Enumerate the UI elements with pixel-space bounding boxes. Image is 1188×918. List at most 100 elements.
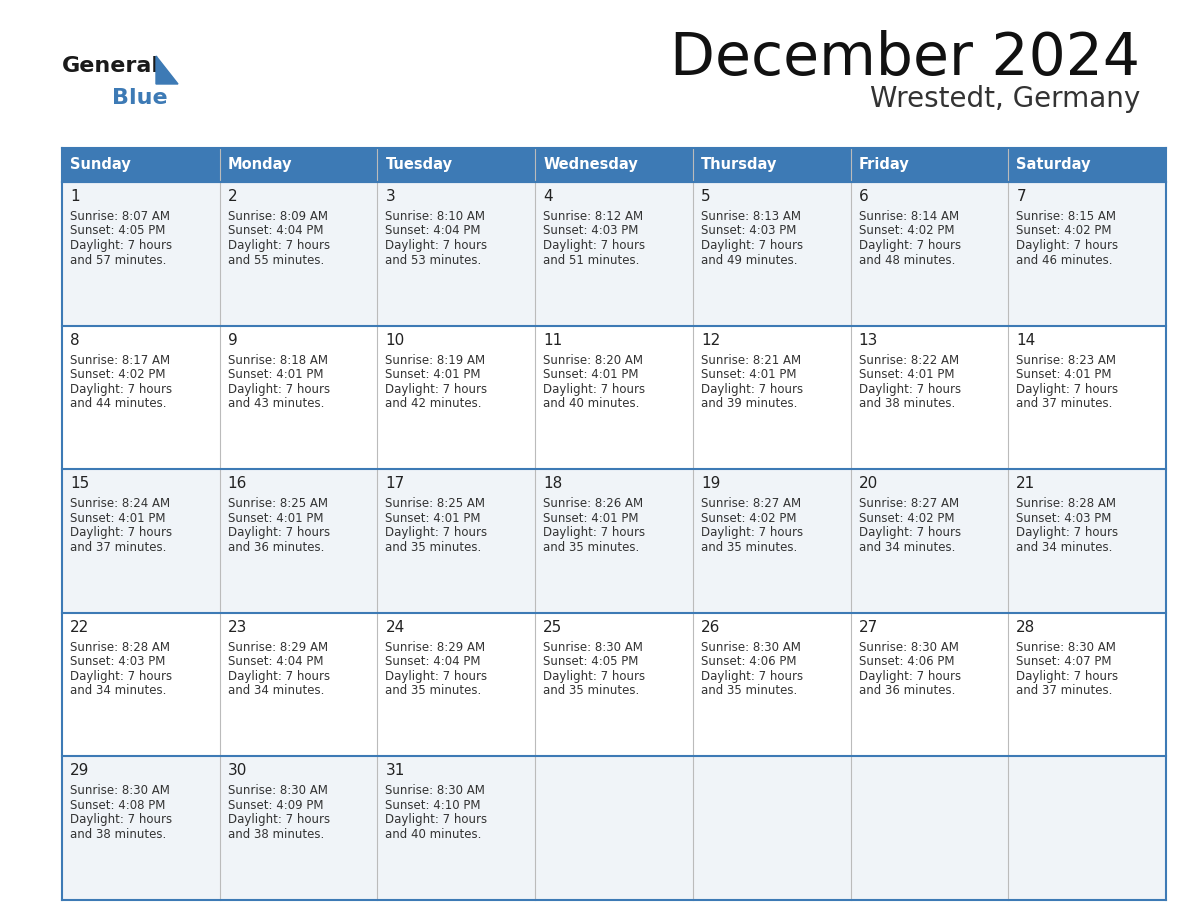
Text: and 35 minutes.: and 35 minutes.	[385, 684, 481, 698]
Text: Sunset: 4:04 PM: Sunset: 4:04 PM	[385, 655, 481, 668]
Text: Sunrise: 8:10 AM: Sunrise: 8:10 AM	[385, 210, 486, 223]
Text: Daylight: 7 hours: Daylight: 7 hours	[228, 383, 330, 396]
Text: 12: 12	[701, 332, 720, 348]
Text: and 42 minutes.: and 42 minutes.	[385, 397, 482, 410]
Text: Daylight: 7 hours: Daylight: 7 hours	[1016, 239, 1118, 252]
Text: Daylight: 7 hours: Daylight: 7 hours	[1016, 526, 1118, 539]
Text: 22: 22	[70, 620, 89, 635]
Text: 11: 11	[543, 332, 562, 348]
Text: and 44 minutes.: and 44 minutes.	[70, 397, 166, 410]
Text: 17: 17	[385, 476, 405, 491]
Text: Sunrise: 8:25 AM: Sunrise: 8:25 AM	[385, 498, 486, 510]
Text: Sunset: 4:03 PM: Sunset: 4:03 PM	[1016, 511, 1112, 525]
Text: Sunrise: 8:30 AM: Sunrise: 8:30 AM	[385, 784, 486, 798]
Text: Sunset: 4:01 PM: Sunset: 4:01 PM	[385, 511, 481, 525]
Text: and 38 minutes.: and 38 minutes.	[70, 828, 166, 841]
Text: Sunrise: 8:27 AM: Sunrise: 8:27 AM	[859, 498, 959, 510]
Text: Sunset: 4:04 PM: Sunset: 4:04 PM	[228, 225, 323, 238]
Text: and 35 minutes.: and 35 minutes.	[701, 541, 797, 554]
Text: Sunset: 4:01 PM: Sunset: 4:01 PM	[1016, 368, 1112, 381]
Text: 25: 25	[543, 620, 562, 635]
Text: 14: 14	[1016, 332, 1036, 348]
Text: Thursday: Thursday	[701, 158, 777, 173]
Text: Sunrise: 8:20 AM: Sunrise: 8:20 AM	[543, 353, 643, 366]
Polygon shape	[156, 56, 178, 84]
Text: and 35 minutes.: and 35 minutes.	[385, 541, 481, 554]
Bar	[62, 326, 1165, 469]
Text: Daylight: 7 hours: Daylight: 7 hours	[385, 813, 487, 826]
Text: Daylight: 7 hours: Daylight: 7 hours	[859, 526, 961, 539]
Text: 10: 10	[385, 332, 405, 348]
Text: 2: 2	[228, 189, 238, 204]
Bar	[62, 613, 1165, 756]
Bar	[62, 469, 1165, 613]
Text: Sunset: 4:08 PM: Sunset: 4:08 PM	[70, 799, 165, 812]
Text: Sunset: 4:06 PM: Sunset: 4:06 PM	[701, 655, 796, 668]
Text: Sunset: 4:01 PM: Sunset: 4:01 PM	[859, 368, 954, 381]
Text: Sunset: 4:01 PM: Sunset: 4:01 PM	[543, 511, 639, 525]
Text: Daylight: 7 hours: Daylight: 7 hours	[1016, 383, 1118, 396]
Text: Sunset: 4:03 PM: Sunset: 4:03 PM	[701, 225, 796, 238]
Text: 18: 18	[543, 476, 562, 491]
Text: 26: 26	[701, 620, 720, 635]
Text: 30: 30	[228, 764, 247, 778]
Text: Sunrise: 8:14 AM: Sunrise: 8:14 AM	[859, 210, 959, 223]
Text: Daylight: 7 hours: Daylight: 7 hours	[1016, 670, 1118, 683]
Text: Sunset: 4:02 PM: Sunset: 4:02 PM	[859, 511, 954, 525]
Text: Sunset: 4:03 PM: Sunset: 4:03 PM	[70, 655, 165, 668]
Text: Daylight: 7 hours: Daylight: 7 hours	[228, 670, 330, 683]
Text: Daylight: 7 hours: Daylight: 7 hours	[228, 526, 330, 539]
Text: Sunset: 4:07 PM: Sunset: 4:07 PM	[1016, 655, 1112, 668]
Text: Sunset: 4:03 PM: Sunset: 4:03 PM	[543, 225, 638, 238]
Text: Sunrise: 8:17 AM: Sunrise: 8:17 AM	[70, 353, 170, 366]
Text: 27: 27	[859, 620, 878, 635]
Text: Daylight: 7 hours: Daylight: 7 hours	[385, 239, 487, 252]
Text: 1: 1	[70, 189, 80, 204]
Text: 31: 31	[385, 764, 405, 778]
Text: Sunrise: 8:30 AM: Sunrise: 8:30 AM	[70, 784, 170, 798]
Text: 9: 9	[228, 332, 238, 348]
Text: Sunrise: 8:13 AM: Sunrise: 8:13 AM	[701, 210, 801, 223]
Text: Friday: Friday	[859, 158, 909, 173]
Text: Sunset: 4:10 PM: Sunset: 4:10 PM	[385, 799, 481, 812]
Bar	[62, 182, 1165, 326]
Text: Sunrise: 8:15 AM: Sunrise: 8:15 AM	[1016, 210, 1117, 223]
Text: Daylight: 7 hours: Daylight: 7 hours	[70, 526, 172, 539]
Text: Daylight: 7 hours: Daylight: 7 hours	[70, 239, 172, 252]
Text: Monday: Monday	[228, 158, 292, 173]
Text: Daylight: 7 hours: Daylight: 7 hours	[701, 526, 803, 539]
Text: Sunrise: 8:28 AM: Sunrise: 8:28 AM	[1016, 498, 1117, 510]
Text: Saturday: Saturday	[1016, 158, 1091, 173]
Bar	[1009, 148, 1165, 182]
Text: Sunset: 4:01 PM: Sunset: 4:01 PM	[70, 511, 165, 525]
Text: and 39 minutes.: and 39 minutes.	[701, 397, 797, 410]
Text: Sunrise: 8:12 AM: Sunrise: 8:12 AM	[543, 210, 643, 223]
Bar	[851, 148, 1009, 182]
Text: Daylight: 7 hours: Daylight: 7 hours	[70, 813, 172, 826]
Text: Daylight: 7 hours: Daylight: 7 hours	[543, 383, 645, 396]
Text: 24: 24	[385, 620, 405, 635]
Text: and 37 minutes.: and 37 minutes.	[70, 541, 166, 554]
Text: and 36 minutes.: and 36 minutes.	[228, 541, 324, 554]
Bar	[62, 756, 1165, 900]
Text: and 36 minutes.: and 36 minutes.	[859, 684, 955, 698]
Text: Sunrise: 8:19 AM: Sunrise: 8:19 AM	[385, 353, 486, 366]
Bar	[62, 148, 220, 182]
Text: Sunrise: 8:30 AM: Sunrise: 8:30 AM	[1016, 641, 1117, 654]
Text: Daylight: 7 hours: Daylight: 7 hours	[70, 670, 172, 683]
Text: 5: 5	[701, 189, 710, 204]
Text: Daylight: 7 hours: Daylight: 7 hours	[385, 526, 487, 539]
Text: 15: 15	[70, 476, 89, 491]
Text: 8: 8	[70, 332, 80, 348]
Text: Sunset: 4:06 PM: Sunset: 4:06 PM	[859, 655, 954, 668]
Text: 28: 28	[1016, 620, 1036, 635]
Text: Sunset: 4:04 PM: Sunset: 4:04 PM	[228, 655, 323, 668]
Text: Daylight: 7 hours: Daylight: 7 hours	[543, 670, 645, 683]
Text: Sunset: 4:04 PM: Sunset: 4:04 PM	[385, 225, 481, 238]
Text: Daylight: 7 hours: Daylight: 7 hours	[543, 239, 645, 252]
Bar	[693, 148, 851, 182]
Text: Sunrise: 8:30 AM: Sunrise: 8:30 AM	[701, 641, 801, 654]
Text: and 51 minutes.: and 51 minutes.	[543, 253, 639, 266]
Text: Sunrise: 8:26 AM: Sunrise: 8:26 AM	[543, 498, 643, 510]
Text: Sunset: 4:05 PM: Sunset: 4:05 PM	[543, 655, 638, 668]
